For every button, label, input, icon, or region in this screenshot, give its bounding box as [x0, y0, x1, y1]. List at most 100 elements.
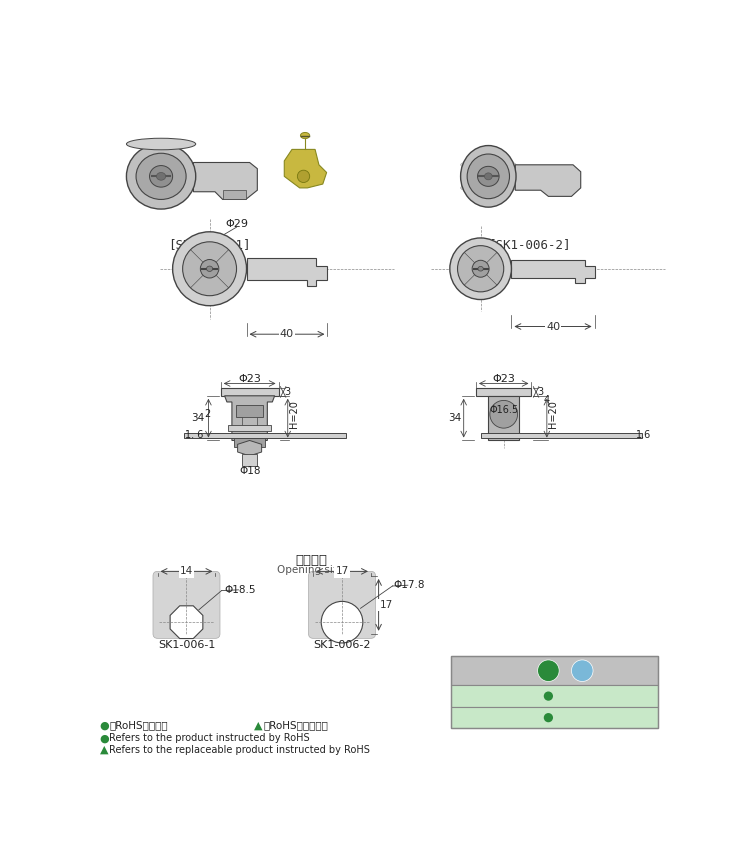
Ellipse shape: [450, 238, 512, 299]
Text: 1.6: 1.6: [636, 430, 652, 440]
Bar: [488, 396, 519, 440]
Bar: [236, 405, 263, 417]
Ellipse shape: [136, 153, 186, 200]
Circle shape: [544, 691, 553, 701]
Ellipse shape: [127, 144, 196, 209]
Circle shape: [297, 170, 310, 182]
Bar: [452, 656, 658, 685]
Ellipse shape: [183, 242, 236, 296]
Text: 40: 40: [280, 329, 294, 339]
Text: 34: 34: [191, 413, 204, 423]
Polygon shape: [512, 260, 595, 284]
Polygon shape: [515, 165, 580, 196]
Text: H=20: H=20: [548, 401, 558, 428]
FancyBboxPatch shape: [308, 571, 376, 638]
Circle shape: [490, 401, 518, 428]
Polygon shape: [284, 150, 327, 187]
Bar: [476, 388, 532, 396]
Bar: [452, 656, 658, 728]
Text: Refers to the replaceable product instructed by RoHS: Refers to the replaceable product instru…: [110, 745, 370, 755]
Text: Weight:(g): Weight:(g): [604, 670, 652, 679]
Bar: [242, 417, 257, 428]
Ellipse shape: [460, 175, 516, 186]
Text: Φ18: Φ18: [238, 466, 260, 476]
Ellipse shape: [460, 145, 516, 207]
Bar: [223, 190, 246, 200]
Text: [SK1-006-1]: [SK1-006-1]: [168, 237, 250, 250]
Text: Φ18.5: Φ18.5: [224, 585, 256, 595]
Ellipse shape: [206, 266, 213, 272]
Text: ▲: ▲: [254, 721, 262, 730]
Ellipse shape: [458, 246, 504, 292]
Text: 42: 42: [620, 713, 634, 722]
Polygon shape: [238, 440, 262, 456]
Bar: [481, 433, 642, 438]
Ellipse shape: [467, 154, 509, 199]
Text: CAD: CAD: [575, 673, 589, 679]
Circle shape: [544, 713, 553, 722]
Text: 3: 3: [538, 387, 544, 397]
Ellipse shape: [478, 166, 499, 187]
Text: 开孔尺寸: 开孔尺寸: [296, 554, 327, 567]
Circle shape: [572, 660, 593, 681]
Ellipse shape: [484, 173, 492, 180]
Circle shape: [321, 601, 363, 643]
Text: Φ16.5: Φ16.5: [489, 405, 518, 415]
Text: Item No.: Item No.: [470, 670, 512, 680]
Ellipse shape: [460, 167, 516, 178]
Text: ●: ●: [100, 721, 109, 730]
Text: ：RoHS对应产品: ：RoHS对应产品: [110, 721, 168, 730]
Text: Φ23: Φ23: [492, 374, 515, 384]
Text: 重量(g): 重量(g): [614, 660, 641, 670]
Text: 订货号: 订货号: [481, 660, 500, 670]
Text: Φ17.8: Φ17.8: [394, 580, 425, 590]
Text: ：RoHS可对应产品: ：RoHS可对应产品: [263, 721, 328, 730]
Text: SK1-006-1: SK1-006-1: [158, 640, 215, 649]
Text: ✓: ✓: [543, 661, 554, 674]
Bar: [220, 388, 278, 396]
Text: 1. 6: 1. 6: [184, 430, 203, 440]
Text: SK1-006-2: SK1-006-2: [314, 640, 370, 649]
Ellipse shape: [472, 261, 489, 277]
Ellipse shape: [200, 260, 219, 278]
Text: ▣: ▣: [577, 662, 587, 673]
Text: Φ29: Φ29: [225, 219, 248, 229]
Text: SK1-006-2: SK1-006-2: [463, 713, 519, 722]
Bar: [228, 425, 272, 431]
FancyBboxPatch shape: [153, 571, 220, 638]
Text: H=20: H=20: [289, 401, 299, 428]
Text: 4: 4: [544, 395, 550, 405]
Polygon shape: [247, 258, 328, 286]
Ellipse shape: [301, 132, 310, 138]
Text: 34: 34: [448, 413, 461, 423]
Ellipse shape: [157, 173, 166, 181]
Text: RoHS: RoHS: [540, 673, 556, 679]
Text: 17: 17: [380, 600, 393, 610]
Ellipse shape: [127, 138, 196, 150]
Bar: [452, 685, 658, 707]
Ellipse shape: [478, 267, 483, 271]
Bar: [242, 454, 257, 466]
Text: 2D: 2D: [574, 713, 590, 722]
Text: 14: 14: [180, 567, 193, 576]
Polygon shape: [194, 163, 257, 200]
Text: 17: 17: [335, 567, 349, 576]
Text: 40: 40: [546, 322, 560, 331]
Text: Refers to the product instructed by RoHS: Refers to the product instructed by RoHS: [110, 734, 310, 743]
Ellipse shape: [149, 166, 172, 187]
Bar: [184, 433, 346, 438]
Text: 2D: 2D: [574, 691, 590, 701]
Polygon shape: [224, 396, 274, 440]
Text: 48: 48: [620, 691, 634, 701]
Text: 2: 2: [204, 409, 210, 420]
Polygon shape: [170, 605, 202, 638]
Ellipse shape: [460, 182, 516, 194]
Bar: [452, 707, 658, 728]
Text: ●: ●: [100, 734, 109, 743]
Ellipse shape: [172, 232, 247, 305]
Ellipse shape: [460, 159, 516, 170]
Text: ▲: ▲: [100, 745, 108, 755]
Text: 3: 3: [285, 387, 291, 397]
Bar: [234, 434, 265, 446]
Text: SK1-006-1: SK1-006-1: [463, 691, 519, 701]
